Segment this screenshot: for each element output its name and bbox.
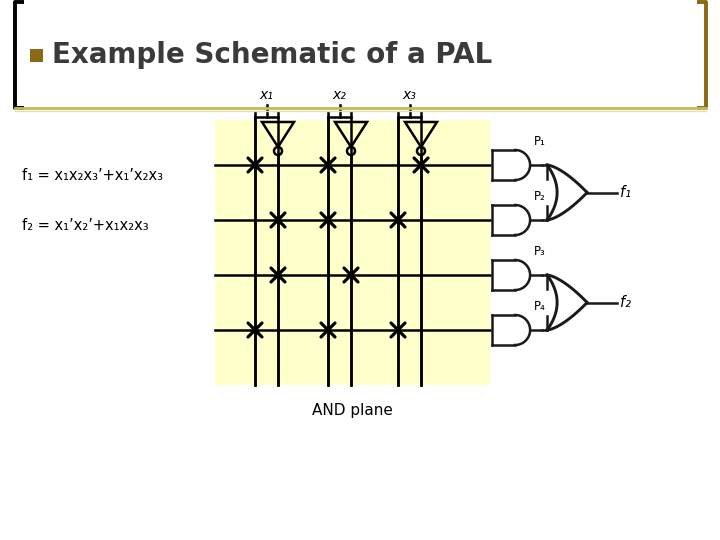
Text: x₂: x₂ xyxy=(333,88,346,102)
Text: f₁: f₁ xyxy=(620,185,631,200)
Text: x₁: x₁ xyxy=(260,88,274,102)
Text: P₃: P₃ xyxy=(534,245,546,258)
Text: f₂ = x₁’x₂’+x₁x₂x₃: f₂ = x₁’x₂’+x₁x₂x₃ xyxy=(22,218,148,233)
Text: x₃: x₃ xyxy=(402,88,416,102)
Bar xyxy=(30,49,43,62)
Bar xyxy=(215,120,490,385)
Text: AND plane: AND plane xyxy=(312,402,393,417)
Text: P₂: P₂ xyxy=(534,190,546,203)
Text: P₁: P₁ xyxy=(534,135,546,148)
Text: Example Schematic of a PAL: Example Schematic of a PAL xyxy=(52,41,492,69)
Text: f₂: f₂ xyxy=(620,295,631,310)
Text: P₄: P₄ xyxy=(534,300,546,313)
Text: f₁ = x₁x₂x₃’+x₁’x₂x₃: f₁ = x₁x₂x₃’+x₁’x₂x₃ xyxy=(22,167,163,183)
